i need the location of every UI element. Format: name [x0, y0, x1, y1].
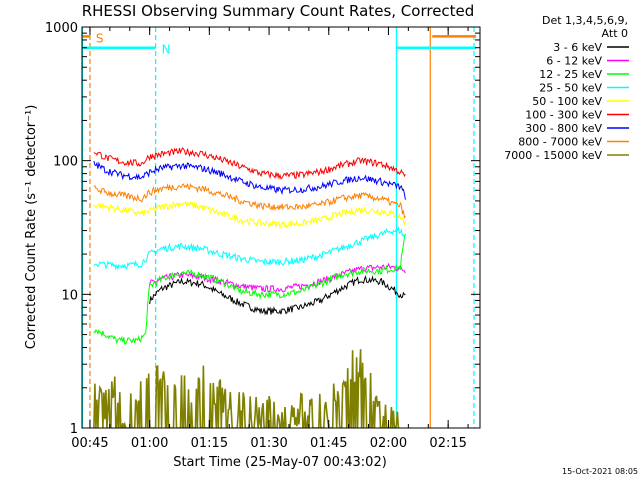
- legend-entry-label: 100 - 300 keV: [525, 109, 602, 122]
- legend-entry-label: 25 - 50 keV: [539, 82, 602, 95]
- legend-header-detectors: Det 1,3,4,5,6,9,: [542, 14, 628, 27]
- y-tick-label: 1: [70, 422, 78, 437]
- x-tick-label: 01:00: [131, 436, 168, 451]
- x-tick-label: 02:00: [370, 436, 407, 451]
- series-line: [93, 233, 406, 345]
- series-line: [93, 146, 406, 181]
- legend-header-attenuator: Att 0: [602, 27, 628, 40]
- series-layer: [93, 146, 406, 428]
- legend-entry-label: 50 - 100 keV: [532, 95, 602, 108]
- series-line: [93, 226, 406, 271]
- legend-entry-label: 7000 - 15000 keV: [504, 149, 602, 162]
- y-tick-label: 1000: [45, 21, 78, 36]
- flag-bars: [82, 35, 477, 49]
- series-line: [93, 200, 406, 230]
- x-tick-label: 01:45: [310, 436, 347, 451]
- legend-entry-label: 800 - 7000 keV: [518, 136, 602, 149]
- series-line: [93, 349, 400, 428]
- legend-entry-label: 12 - 25 keV: [539, 68, 602, 81]
- x-tick-label: 01:15: [191, 436, 228, 451]
- x-tick-label: 01:30: [250, 436, 287, 451]
- y-tick-label: 10: [61, 288, 78, 303]
- chart-title: RHESSI Observing Summary Count Rates, Co…: [82, 2, 475, 20]
- series-line: [93, 160, 406, 200]
- y-tick-label: 100: [53, 155, 78, 170]
- annotations: SN: [96, 31, 171, 56]
- flag-annotation: S: [96, 31, 104, 45]
- x-tick-label: 00:45: [71, 436, 108, 451]
- legend-entry-label: 300 - 800 keV: [525, 122, 602, 135]
- x-tick-label: 02:15: [429, 436, 466, 451]
- flag-annotation: N: [162, 43, 171, 57]
- x-axis-label: Start Time (25-May-07 00:43:02): [173, 455, 387, 470]
- vertical-markers: [81, 27, 475, 428]
- legend-entry-label: 6 - 12 keV: [546, 55, 602, 68]
- y-axis-ticks: 1 10 100 1000: [45, 21, 480, 437]
- series-line: [149, 274, 406, 316]
- plot-frame: [81, 26, 481, 429]
- footer-date: 15-Oct-2021 08:05: [562, 467, 638, 476]
- y-axis-label: Corrected Count Rate (s⁻¹ detector⁻¹): [24, 105, 39, 350]
- series-line: [149, 262, 406, 294]
- series-line: [93, 182, 406, 219]
- x-axis-ticks: 00:45 01:00 01:15 01:30 01:45 02:00 02:15: [71, 27, 469, 451]
- legend-entry-label: 3 - 6 keV: [553, 41, 602, 54]
